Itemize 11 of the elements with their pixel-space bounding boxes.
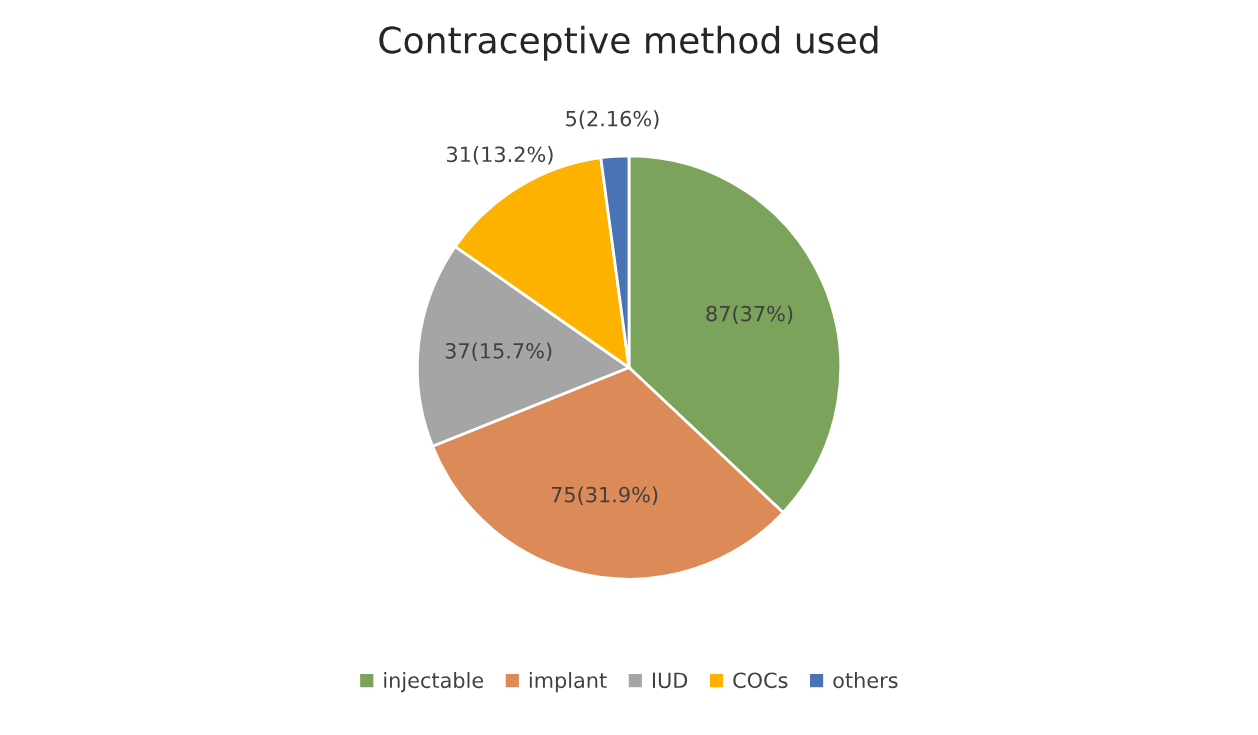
legend-label: injectable — [384, 672, 484, 693]
legend-label: COCs — [733, 672, 788, 689]
legend-label: others — [833, 672, 898, 689]
chart-title: Contraceptive method used — [379, 25, 878, 61]
legend-label: IUD — [652, 672, 688, 689]
data-label: 37(15.7%) — [445, 342, 552, 362]
data-label: 87(37%) — [706, 305, 793, 324]
data-label: 31(13.2%) — [447, 146, 553, 165]
legend-label: implant — [529, 672, 607, 693]
data-label: 75(31.9%) — [551, 486, 658, 505]
data-label: 5(2.16%) — [566, 110, 659, 129]
